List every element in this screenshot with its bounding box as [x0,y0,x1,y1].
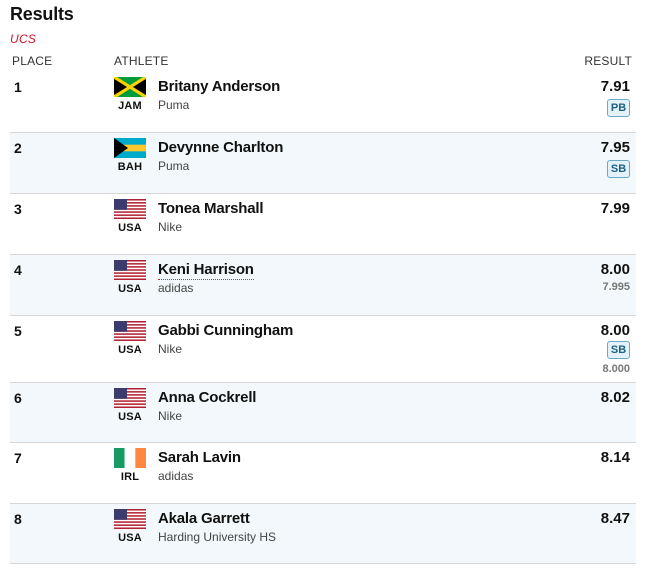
table-row: 5 USA Gabbi Cunningham Nike 8.00 SB 8.00… [10,316,636,383]
result-time: 8.00 [600,322,630,339]
place-number: 3 [14,201,22,217]
precise-result: 7.995 [602,281,630,293]
table-header: PLACE ATHLETE RESULT [10,52,636,72]
place-number: 4 [14,262,22,278]
place-number: 1 [14,79,22,95]
column-header-place: PLACE [12,54,53,68]
athlete-team: Nike [158,342,183,356]
athlete-name[interactable]: Keni Harrison [158,261,254,280]
ireland-flag-icon [114,448,146,468]
usa-flag-icon [114,199,146,219]
country-code: USA [118,411,142,423]
athlete-team: Puma [158,98,190,112]
place-number: 2 [14,140,22,156]
result-time: 7.99 [600,200,630,217]
country-code: USA [118,283,142,295]
athlete-team: Harding University HS [158,530,277,544]
result-time: 8.47 [600,510,630,527]
place-number: 8 [14,511,22,527]
athlete-name[interactable]: Gabbi Cunningham [158,322,294,339]
country-flag: USA [114,509,146,544]
country-code: JAM [118,100,142,112]
athlete-name[interactable]: Akala Garrett [158,510,250,527]
country-code: USA [118,344,142,356]
country-flag: BAH [114,138,146,173]
results-table: 1 JAM Britany Anderson Puma 7.91 PB 2 BA… [10,72,636,564]
sb-badge: SB [607,160,630,178]
pb-badge: PB [607,99,630,117]
country-code: USA [118,222,142,234]
athlete-name[interactable]: Anna Cockrell [158,389,257,406]
jamaica-flag-icon [114,77,146,97]
table-row: 4 USA Keni Harrison adidas 8.00 7.995 [10,255,636,316]
result-time: 7.91 [600,78,630,95]
country-code: USA [118,532,142,544]
result-time: 8.00 [600,261,630,278]
column-header-athlete: ATHLETE [114,54,169,68]
country-code: IRL [120,471,140,483]
result-time: 7.95 [600,139,630,156]
country-flag: USA [114,388,146,423]
result-time: 8.02 [600,389,630,406]
country-flag: JAM [114,77,146,112]
sb-badge: SB [607,341,630,359]
athlete-team: adidas [158,469,194,483]
usa-flag-icon [114,321,146,341]
usa-flag-icon [114,260,146,280]
column-header-result: RESULT [584,54,632,68]
result-time: 8.14 [600,449,630,466]
athlete-team: adidas [158,281,194,295]
table-row: 8 USA Akala Garrett Harding University H… [10,504,636,564]
table-row: 1 JAM Britany Anderson Puma 7.91 PB [10,72,636,133]
country-flag: USA [114,321,146,356]
table-row: 2 BAH Devynne Charlton Puma 7.95 SB [10,133,636,194]
athlete-name[interactable]: Sarah Lavin [158,449,241,466]
athlete-team: Nike [158,220,183,234]
precise-result: 8.000 [602,363,630,375]
athlete-team: Puma [158,159,190,173]
event-subtitle: UCS [10,32,37,46]
table-row: 7 IRL Sarah Lavin adidas 8.14 [10,443,636,504]
athlete-name[interactable]: Devynne Charlton [158,139,284,156]
athlete-name[interactable]: Britany Anderson [158,78,281,95]
usa-flag-icon [114,509,146,529]
usa-flag-icon [114,388,146,408]
table-row: 6 USA Anna Cockrell Nike 8.02 [10,383,636,443]
country-flag: USA [114,260,146,295]
athlete-name[interactable]: Tonea Marshall [158,200,264,217]
athlete-team: Nike [158,409,183,423]
place-number: 6 [14,390,22,406]
country-flag: IRL [114,448,146,483]
table-row: 3 USA Tonea Marshall Nike 7.99 [10,194,636,255]
page-title: Results [10,4,74,24]
bahamas-flag-icon [114,138,146,158]
country-code: BAH [117,161,143,173]
place-number: 7 [14,450,22,466]
place-number: 5 [14,323,22,339]
country-flag: USA [114,199,146,234]
